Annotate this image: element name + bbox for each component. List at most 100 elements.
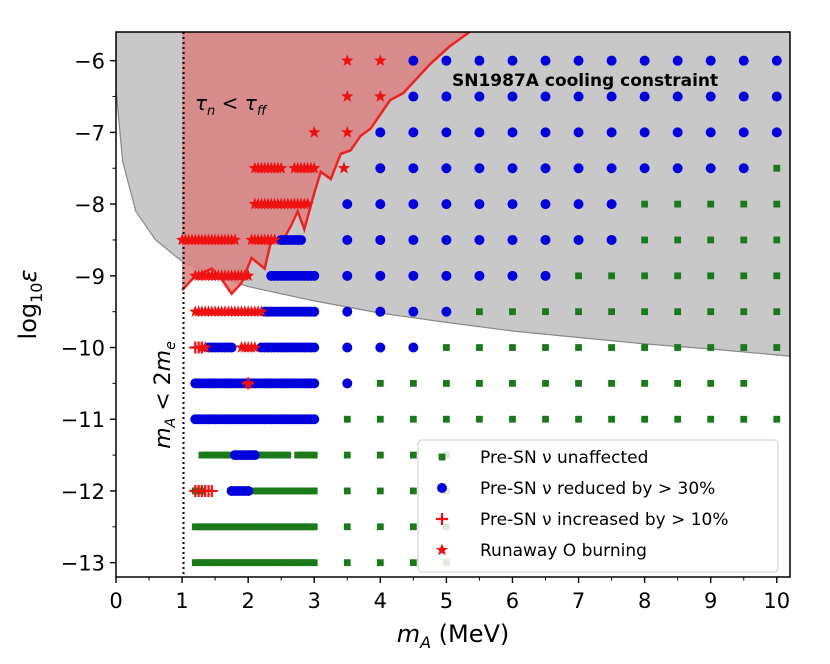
marker-circle <box>672 163 683 174</box>
marker-star <box>248 341 261 353</box>
marker-square <box>476 344 483 351</box>
x-axis-label: mA (MeV) <box>397 620 510 652</box>
marker-circle <box>507 127 518 138</box>
marker-circle <box>408 234 419 245</box>
marker-square <box>284 451 292 459</box>
marker-circle <box>441 234 452 245</box>
marker-square <box>310 487 318 495</box>
marker-circle <box>606 91 617 102</box>
marker-circle <box>705 163 716 174</box>
marker-star <box>268 233 281 246</box>
marker-circle <box>738 163 749 174</box>
marker-circle <box>540 199 551 210</box>
marker-circle <box>606 234 617 245</box>
x-tick-label: 4 <box>374 589 387 613</box>
marker-star <box>341 125 354 138</box>
marker-circle <box>408 55 419 66</box>
marker-square <box>707 379 715 387</box>
marker-star <box>255 305 268 317</box>
marker-square <box>674 344 682 351</box>
marker-square <box>641 272 649 280</box>
marker-square <box>740 236 748 244</box>
marker-square <box>608 379 615 387</box>
marker-square <box>542 308 549 316</box>
marker-square <box>442 379 450 387</box>
marker-circle <box>408 127 419 138</box>
marker-circle <box>771 91 782 102</box>
marker-star <box>308 125 321 138</box>
marker-square <box>343 559 351 567</box>
y-tick-label: −8 <box>74 193 105 217</box>
marker-circle <box>540 163 551 174</box>
marker-square <box>773 272 781 280</box>
y-tick-label: −12 <box>61 480 105 504</box>
marker-circle <box>474 199 485 210</box>
marker-circle <box>507 234 518 245</box>
marker-square <box>409 451 417 459</box>
marker-plus <box>205 484 218 497</box>
marker-square <box>442 415 450 423</box>
marker-circle <box>441 127 452 138</box>
marker-square <box>343 451 351 459</box>
marker-square <box>740 272 748 280</box>
marker-circle <box>375 199 386 210</box>
marker-square <box>575 344 582 351</box>
marker-square <box>476 379 483 387</box>
marker-square <box>509 415 516 423</box>
marker-square <box>707 200 715 208</box>
marker-square <box>343 523 351 531</box>
marker-circle <box>249 450 260 461</box>
y-tick-label: −10 <box>61 337 105 361</box>
x-tick-label: 2 <box>241 589 254 613</box>
marker-circle <box>573 199 584 210</box>
marker-square <box>409 415 417 423</box>
marker-circle <box>342 234 353 245</box>
legend-label: Pre-SN ν increased by > 10% <box>480 510 729 530</box>
marker-square <box>707 344 715 351</box>
marker-star <box>308 161 321 174</box>
marker-square <box>773 415 781 423</box>
marker-circle <box>375 234 386 245</box>
marker-square <box>575 379 582 387</box>
marker-circle <box>540 234 551 245</box>
marker-circle <box>309 270 320 281</box>
marker-circle <box>540 270 551 281</box>
legend-label: Runaway O burning <box>480 541 647 561</box>
marker-square <box>376 415 384 423</box>
marker-circle <box>474 163 485 174</box>
y-tick-label: −6 <box>74 50 105 74</box>
marker-circle <box>243 485 254 496</box>
marker-square <box>773 308 781 316</box>
marker-square <box>376 451 384 459</box>
marker-circle <box>342 306 353 317</box>
marker-square <box>740 415 748 423</box>
marker-circle <box>639 91 650 102</box>
marker-square <box>376 379 384 387</box>
marker-circle <box>309 378 320 389</box>
marker-star <box>341 90 354 102</box>
marker-circle <box>507 55 518 66</box>
marker-star <box>374 54 387 66</box>
tau-label: τn < τff <box>195 91 268 119</box>
marker-circle <box>226 342 237 353</box>
marker-square <box>310 559 318 567</box>
marker-circle <box>408 342 419 353</box>
marker-circle <box>375 127 386 138</box>
plot-frame <box>115 31 791 578</box>
marker-circle <box>606 163 617 174</box>
x-tick-label: 10 <box>763 589 790 613</box>
tau-boundary-line <box>181 32 471 296</box>
marker-square <box>740 344 748 351</box>
marker-square <box>542 415 549 423</box>
marker-square <box>310 451 318 459</box>
marker-circle <box>573 55 584 66</box>
marker-square <box>542 344 549 351</box>
marker-star <box>228 233 242 246</box>
marker-circle <box>474 127 485 138</box>
threshold-label: mA < 2me <box>151 341 179 449</box>
marker-circle <box>705 55 716 66</box>
marker-circle <box>342 270 353 281</box>
marker-circle <box>296 234 307 245</box>
marker-square <box>773 344 781 351</box>
marker-circle <box>474 234 485 245</box>
